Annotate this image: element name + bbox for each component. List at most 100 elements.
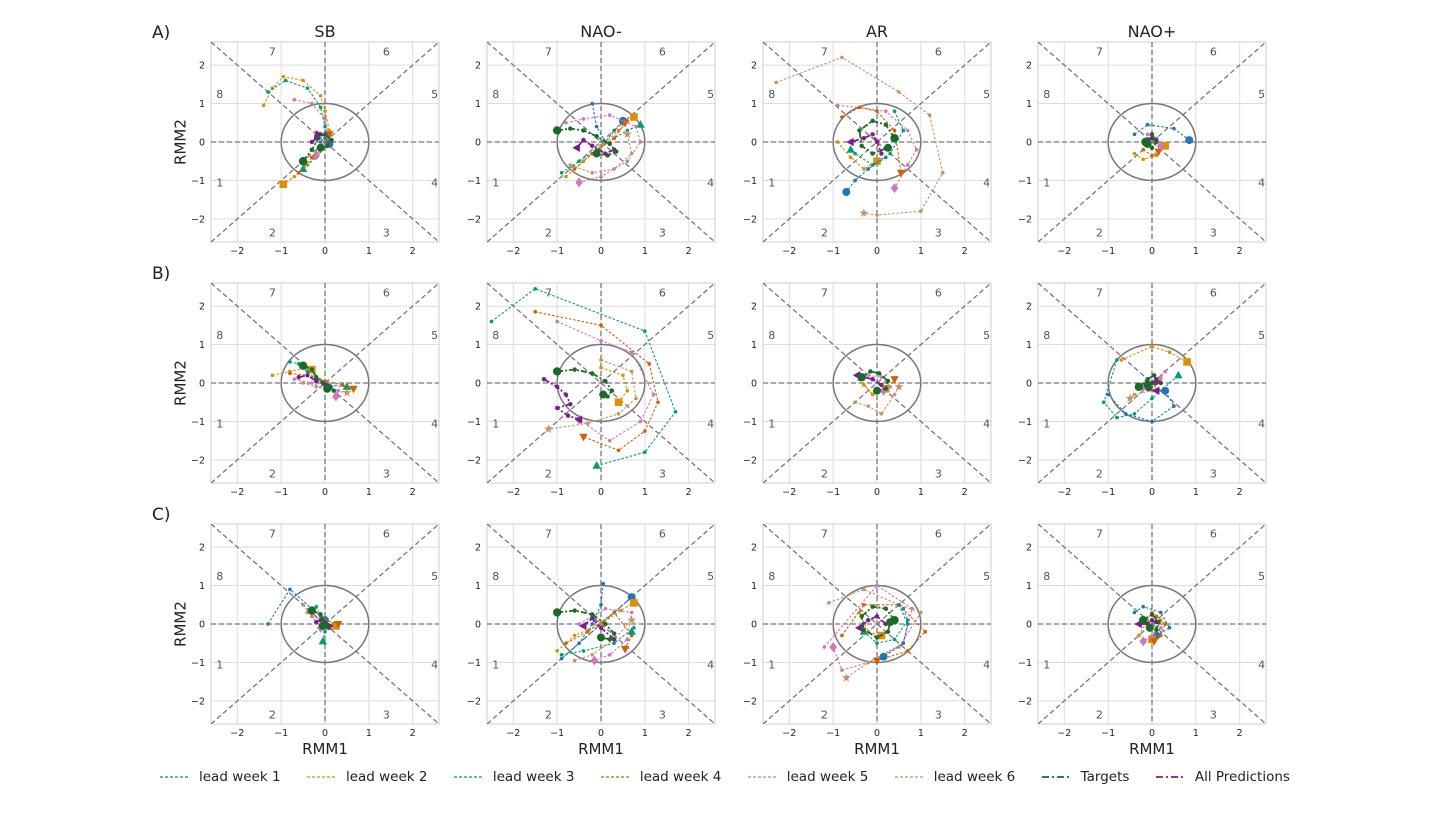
series-point-lead-week-2 xyxy=(848,155,853,160)
y-tick-label: −1 xyxy=(1018,176,1032,187)
y-tick-label: −1 xyxy=(743,176,757,187)
series-line-lead-week-6 xyxy=(775,56,944,216)
series-point-lead-week-1 xyxy=(1106,392,1110,397)
x-tick-label: 2 xyxy=(410,487,416,498)
x-tick-label: 0 xyxy=(322,728,328,739)
legend-swatch-targets xyxy=(1041,776,1072,778)
y-tick-label: 0 xyxy=(751,620,757,631)
series-point-lead-week-6 xyxy=(616,411,621,416)
phase-label-5: 5 xyxy=(431,329,438,342)
legend-item-lead-week-2: lead week 2 xyxy=(306,769,427,785)
column-title-nao-: NAO+ xyxy=(1128,22,1177,41)
series-point-lead-week-1 xyxy=(853,178,857,183)
phase-label-2: 2 xyxy=(269,226,276,239)
series-point-lead-week-2 xyxy=(1137,633,1141,638)
series-group xyxy=(489,286,678,469)
series-point-all-predictions xyxy=(874,139,880,145)
series-start-marker-targets xyxy=(552,126,562,135)
phase-divider-antidiagonal xyxy=(211,524,439,724)
x-tick-label: −1 xyxy=(1101,728,1115,739)
series-point-lead-week-6 xyxy=(572,658,577,663)
series-point-all-predictions xyxy=(1158,380,1163,386)
series-line-lead-week-3 xyxy=(289,361,347,388)
y-tick-label: 1 xyxy=(751,340,757,351)
column-title-sb: SB xyxy=(314,22,335,41)
legend-label-lead-week-6: lead week 6 xyxy=(933,769,1016,785)
series-point-lead-week-4 xyxy=(643,429,647,433)
series-point-lead-week-5 xyxy=(607,113,612,117)
y-tick-label: −2 xyxy=(191,214,205,225)
phase-label-7: 7 xyxy=(821,46,828,59)
x-tick-label: 2 xyxy=(1237,246,1243,257)
x-tick-label: 1 xyxy=(1193,728,1199,739)
legend-swatch-lead-week-2 xyxy=(306,776,337,778)
phase-label-6: 6 xyxy=(1210,287,1217,300)
phase-divider-diagonal xyxy=(763,42,991,242)
series-line-lead-week-2 xyxy=(837,141,878,170)
x-tick-label: 0 xyxy=(1149,728,1155,739)
legend-label-lead-week-5: lead week 5 xyxy=(786,769,869,785)
series-line-lead-week-4 xyxy=(1153,615,1166,642)
series-end-marker-lead-week-1 xyxy=(842,188,851,196)
series-end-marker-lead-week-4 xyxy=(325,131,334,139)
series-point-lead-week-1 xyxy=(866,167,871,171)
phase-label-3: 3 xyxy=(659,467,666,480)
series-point-targets xyxy=(876,371,882,376)
phase-guides xyxy=(487,42,715,242)
series-point-lead-week-2 xyxy=(1141,157,1146,162)
series-point-lead-week-3 xyxy=(533,286,538,291)
phase-label-2: 2 xyxy=(269,467,276,480)
phase-label-3: 3 xyxy=(1210,226,1217,239)
series-point-lead-week-2 xyxy=(292,174,297,179)
phase-label-4: 4 xyxy=(431,176,438,189)
series-end-marker-lead-week-3 xyxy=(342,382,352,390)
phase-label-4: 4 xyxy=(1258,658,1265,671)
series-line-lead-week-3 xyxy=(267,79,330,170)
series-point-targets xyxy=(331,388,336,393)
series-end-marker-lead-week-5 xyxy=(312,150,321,161)
y-tick-label: −2 xyxy=(743,696,757,707)
series-point-lead-week-2 xyxy=(572,633,577,638)
series-point-lead-week-6 xyxy=(629,369,634,374)
series-point-lead-week-3 xyxy=(901,606,906,611)
series-point-lead-week-4 xyxy=(840,115,844,119)
phase-divider-diagonal xyxy=(211,42,439,242)
series-point-lead-week-3 xyxy=(892,109,897,114)
phase-label-6: 6 xyxy=(659,287,666,300)
series-point-lead-week-1 xyxy=(1158,610,1163,615)
series-end-marker-lead-week-5 xyxy=(590,655,599,666)
phase-divider-diagonal xyxy=(1038,42,1266,242)
y-tick-label: 0 xyxy=(1026,620,1032,631)
phase-label-2: 2 xyxy=(821,226,828,239)
series-end-marker-lead-week-6 xyxy=(859,208,869,217)
series-point-lead-week-3 xyxy=(1115,358,1119,362)
series-point-lead-week-5 xyxy=(888,385,892,389)
legend-swatch-lead-week-6 xyxy=(894,776,925,778)
series-point-lead-week-5 xyxy=(310,614,314,619)
series-point-targets xyxy=(603,378,608,384)
phase-divider-diagonal xyxy=(487,524,715,724)
series-point-targets xyxy=(572,608,577,613)
series-point-lead-week-1 xyxy=(1132,610,1137,615)
x-tick-label: 2 xyxy=(410,246,416,257)
phase-label-2: 2 xyxy=(545,708,552,721)
column-title-ar: AR xyxy=(866,22,888,41)
series-point-lead-week-3 xyxy=(643,450,647,455)
series-point-lead-week-6 xyxy=(866,660,871,665)
phase-label-1: 1 xyxy=(1043,417,1050,430)
y-tick-label: −2 xyxy=(467,455,481,466)
series-end-marker-lead-week-4 xyxy=(349,385,358,394)
series-point-lead-week-5 xyxy=(883,109,888,114)
y-tick-label: 0 xyxy=(199,138,205,149)
series-end-marker-all-predictions xyxy=(846,137,854,147)
series-line-lead-week-4 xyxy=(535,311,659,451)
series-end-marker-lead-week-3 xyxy=(846,145,855,153)
x-tick-label: 1 xyxy=(642,728,648,739)
y-tick-label: 0 xyxy=(475,620,481,631)
series-point-lead-week-6 xyxy=(586,421,590,426)
phase-guides xyxy=(1038,524,1266,724)
y-tick-label: −1 xyxy=(191,417,205,428)
x-tick-label: 1 xyxy=(642,487,648,498)
series-point-all-predictions xyxy=(565,413,571,418)
